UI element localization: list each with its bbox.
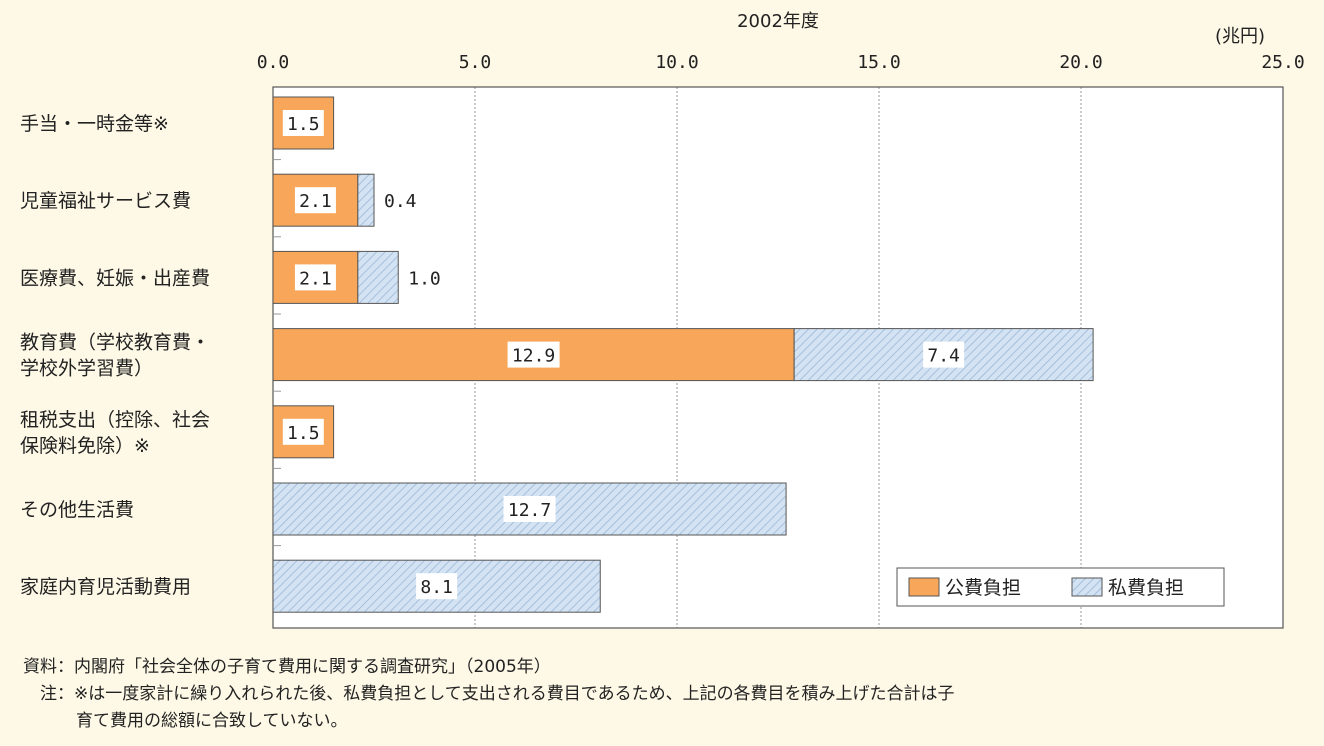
data-label-private: 1.0	[408, 268, 441, 289]
legend-label-private: 私費負担	[1108, 577, 1184, 599]
category-label: 学校外学習費）	[20, 358, 153, 380]
data-label-public: 2.1	[299, 268, 332, 289]
data-label-bg	[503, 496, 556, 522]
x-tick-label: 5.0	[459, 52, 492, 73]
category-label: 手当・一時金等※	[20, 113, 169, 135]
source-prefix: 資料：	[23, 657, 74, 677]
category-label: 家庭内育児活動費用	[20, 576, 191, 598]
data-label-bg	[923, 341, 965, 368]
bar-private	[357, 173, 375, 227]
legend-swatch-private	[1071, 577, 1103, 597]
data-label-private: 0.4	[384, 191, 417, 212]
category-label: その他生活費	[20, 499, 134, 521]
data-label-bg	[282, 110, 324, 136]
category-label: 保険料免除）※	[20, 435, 150, 457]
data-label-bg	[282, 418, 324, 445]
footnote: 注：※は一度家計に繰り入れられた後、私費負担として支出される費目であるため、上記…	[8, 681, 1318, 708]
footnote-line-2: 育て費用の総額に合致していない。	[76, 711, 348, 731]
data-label-public: 1.5	[287, 423, 320, 444]
bar-private	[357, 250, 399, 304]
legend-box	[896, 567, 1225, 607]
data-label-public: 12.9	[512, 346, 555, 367]
x-tick-label: 20.0	[1059, 52, 1102, 73]
category-label: 教育費（学校教育費・	[20, 332, 210, 354]
chart-svg: 2002年度 (兆円) 0.0 5.0 10.0 15.0 20.0 25.0 手当・一時金等※…	[20, 11, 1305, 629]
x-tick-label: 0.0	[257, 52, 290, 73]
footnote-line-1: ※は一度家計に繰り入れられた後、私費負担として支出される費目であるため、上記の各…	[74, 684, 955, 704]
data-label-private: 8.1	[420, 577, 453, 598]
x-tick-label: 10.0	[655, 52, 698, 73]
legend-label-public: 公費負担	[945, 577, 1021, 599]
source-note: 資料：内閣府「社会全体の子育て費用に関する調査研究」（2005年）	[8, 654, 1318, 681]
data-label-public: 2.1	[299, 191, 332, 212]
category-label: 医療費、妊娠・出産費	[20, 267, 210, 289]
unit-label: (兆円)	[1215, 26, 1265, 47]
source-text: 内閣府「社会全体の子育て費用に関する調査研究」（2005年）	[74, 657, 551, 677]
data-label-bg	[507, 341, 560, 368]
data-label-public: 1.5	[287, 114, 320, 135]
chart-notes: 資料：内閣府「社会全体の子育て費用に関する調査研究」（2005年） 注：※は一度…	[8, 654, 1318, 735]
x-tick-label: 15.0	[857, 52, 900, 73]
data-label-bg	[294, 264, 336, 291]
data-label-bg	[416, 573, 458, 600]
data-label-bg	[294, 187, 336, 214]
footnote-continuation: 育て費用の総額に合致していない。	[8, 708, 1318, 735]
legend-swatch-public	[908, 577, 940, 597]
category-label: 租税支出（控除、社会	[20, 409, 210, 431]
data-label-private: 7.4	[927, 346, 960, 367]
x-tick-label: 25.0	[1261, 52, 1304, 73]
footnote-prefix: 注：	[40, 684, 74, 704]
data-label-private: 12.7	[508, 500, 551, 521]
chart-title: 2002年度	[737, 11, 819, 32]
category-label: 児童福祉サービス費	[20, 190, 191, 212]
